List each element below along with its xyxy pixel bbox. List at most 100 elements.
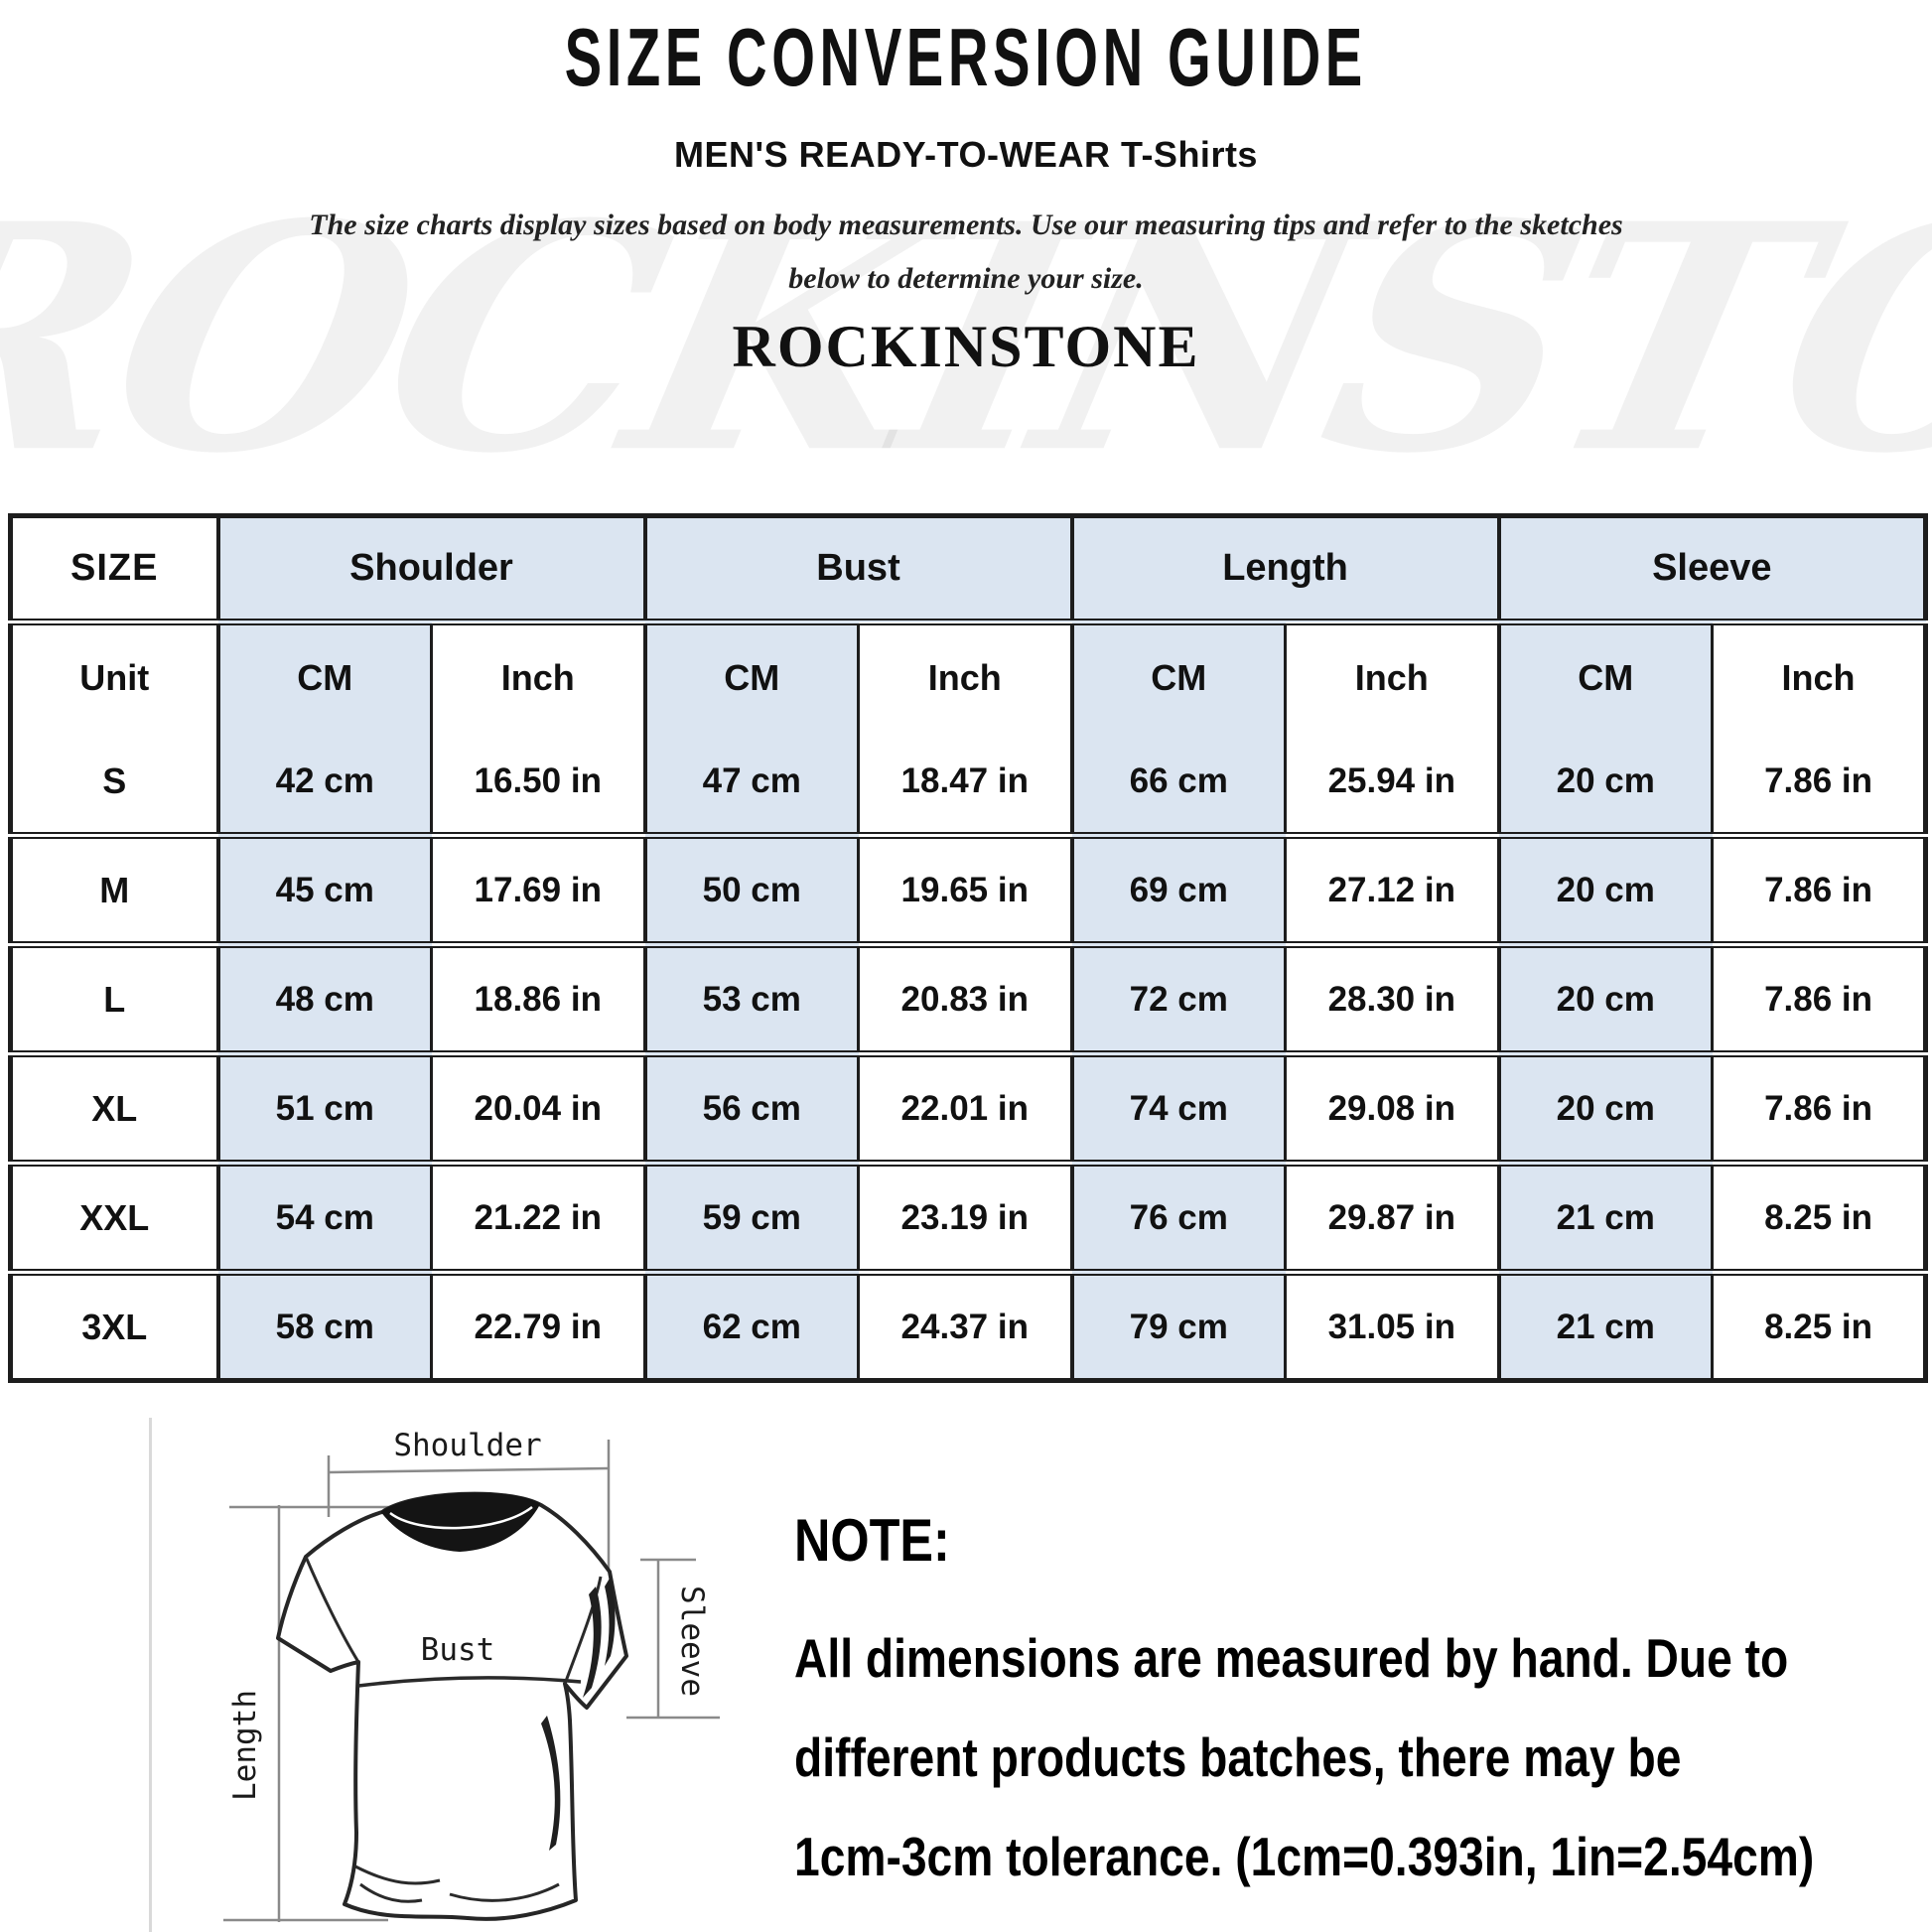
cm-value-cell: 53 cm [642, 944, 859, 1054]
unit-inch-header: Inch [856, 621, 1072, 730]
unit-inch-header: Inch [1711, 621, 1926, 730]
inch-value-cell: 8.25 in [1711, 1163, 1926, 1273]
collar-ribbing [389, 1506, 533, 1530]
cm-value-cell: 56 cm [642, 1053, 859, 1164]
cm-value-cell: 72 cm [1069, 944, 1286, 1054]
group-header-sleeve: Sleeve [1496, 515, 1926, 622]
unit-label: Unit [10, 621, 218, 730]
page-subtitle: MEN'S READY-TO-WEAR T-Shirts [674, 134, 1258, 175]
inch-value-cell: 29.87 in [1284, 1163, 1499, 1273]
description-line-2: below to determine your size. [788, 262, 1144, 295]
cm-value-cell: 20 cm [1496, 1053, 1713, 1164]
inch-value-cell: 25.94 in [1284, 730, 1499, 836]
note-line-2: different products batches, there may be [794, 1726, 1682, 1788]
cm-value-cell: 48 cm [215, 944, 432, 1054]
body-shadow [541, 1716, 561, 1851]
hem-wrinkle-2 [449, 1882, 560, 1902]
inch-value-cell: 23.19 in [856, 1163, 1072, 1273]
cm-value-cell: 50 cm [642, 835, 859, 945]
inch-value-cell: 18.86 in [430, 944, 645, 1054]
brand-name: ROCKINSTONE [732, 314, 1200, 379]
table-group-header-row: SIZE Shoulder Bust Length Sleeve [10, 515, 1926, 622]
tshirt-diagram: Shoulder Bust Length Sleeve [223, 1428, 720, 1922]
inch-value-cell: 16.50 in [430, 730, 645, 836]
sleeve-shadow-2 [605, 1577, 616, 1666]
unit-inch-header: Inch [1284, 621, 1499, 730]
length-label: Length [227, 1690, 263, 1801]
shoulder-dimension-line [328, 1466, 610, 1474]
bust-line [357, 1676, 582, 1688]
inch-value-cell: 31.05 in [1284, 1272, 1499, 1381]
inch-value-cell: 7.86 in [1711, 730, 1926, 836]
sleeve-label: Sleeve [674, 1586, 710, 1697]
table-unit-row: Unit CM Inch CM Inch CM Inch CM Inch [10, 621, 1926, 730]
note-line-1: All dimensions are measured by hand. Due… [794, 1627, 1789, 1689]
page-title: SIZE CONVERSION GUIDE [0, 10, 1932, 103]
cm-value-cell: 20 cm [1496, 835, 1713, 945]
inch-value-cell: 28.30 in [1284, 944, 1499, 1054]
size-chart-description: The size charts display sizes based on b… [172, 199, 1760, 306]
cm-value-cell: 58 cm [215, 1272, 432, 1381]
inch-value-cell: 17.69 in [430, 835, 645, 945]
inch-value-cell: 7.86 in [1711, 944, 1926, 1054]
cm-value-cell: 54 cm [215, 1163, 432, 1273]
inch-value-cell: 19.65 in [856, 835, 1072, 945]
group-header-length: Length [1069, 515, 1499, 622]
cm-value-cell: 45 cm [215, 835, 432, 945]
table-row: XXL 54 cm 21.22 in 59 cm 23.19 in 76 cm 29.87 … [10, 1163, 1926, 1273]
size-label: 3XL [10, 1272, 218, 1381]
tshirt-outline [276, 1491, 628, 1921]
cm-value-cell: 62 cm [642, 1272, 859, 1381]
cm-value-cell: 42 cm [215, 730, 432, 836]
inch-value-cell: 22.01 in [856, 1053, 1072, 1164]
cm-value-cell: 69 cm [1069, 835, 1286, 945]
size-label: L [10, 944, 218, 1054]
bust-label: Bust [421, 1632, 495, 1668]
inch-value-cell: 27.12 in [1284, 835, 1499, 945]
inch-value-cell: 22.79 in [430, 1272, 645, 1381]
shoulder-label: Shoulder [393, 1428, 541, 1463]
inch-value-cell: 29.08 in [1284, 1053, 1499, 1164]
group-header-bust: Bust [642, 515, 1072, 622]
table-row: S 42 cm 16.50 in 47 cm 18.47 in 66 cm 25.94 in… [10, 730, 1926, 836]
cm-value-cell: 51 cm [215, 1053, 432, 1164]
inch-value-cell: 7.86 in [1711, 835, 1926, 945]
description-line-1: The size charts display sizes based on b… [309, 208, 1623, 241]
cm-value-cell: 76 cm [1069, 1163, 1286, 1273]
cm-value-cell: 20 cm [1496, 944, 1713, 1054]
cm-value-cell: 59 cm [642, 1163, 859, 1273]
inch-value-cell: 24.37 in [856, 1272, 1072, 1381]
tshirt-measurement-sketch: Shoulder Bust Length Sleeve [149, 1418, 742, 1932]
size-column-header: SIZE [10, 515, 218, 622]
note-heading: NOTE: [794, 1507, 950, 1574]
inch-value-cell: 8.25 in [1711, 1272, 1926, 1381]
table-row: M 45 cm 17.69 in 50 cm 19.65 in 69 cm 27.12 in… [10, 835, 1926, 945]
cm-value-cell: 66 cm [1069, 730, 1286, 836]
note-section: NOTE: All dimensions are measured by han… [794, 1501, 1912, 1906]
inch-value-cell: 7.86 in [1711, 1053, 1926, 1164]
cm-value-cell: 21 cm [1496, 1272, 1713, 1381]
unit-cm-header: CM [215, 621, 432, 730]
sleeve-shadow-1 [583, 1587, 602, 1698]
size-label: XL [10, 1053, 218, 1164]
collar [380, 1492, 541, 1553]
unit-inch-header: Inch [430, 621, 645, 730]
inch-value-cell: 20.83 in [856, 944, 1072, 1054]
page-title-text: SIZE CONVERSION GUIDE [564, 11, 1368, 104]
table-row: XL 51 cm 20.04 in 56 cm 22.01 in 74 cm 29.08 i… [10, 1053, 1926, 1164]
left-sleeve-seam [304, 1556, 360, 1663]
inch-value-cell: 20.04 in [430, 1053, 645, 1164]
hem-wrinkle-1 [354, 1864, 441, 1885]
hem-wrinkle-3 [359, 1882, 423, 1903]
size-table-body: S 42 cm 16.50 in 47 cm 18.47 in 66 cm 25.94 in… [10, 730, 1926, 1381]
cm-value-cell: 20 cm [1496, 730, 1713, 836]
cm-value-cell: 47 cm [642, 730, 859, 836]
size-label: XXL [10, 1163, 218, 1273]
group-header-shoulder: Shoulder [215, 515, 645, 622]
note-line-3: 1cm-3cm tolerance. (1cm=0.393in, 1in=2.5… [794, 1826, 1815, 1887]
inch-value-cell: 21.22 in [430, 1163, 645, 1273]
size-label: M [10, 835, 218, 945]
cm-value-cell: 74 cm [1069, 1053, 1286, 1164]
cm-value-cell: 21 cm [1496, 1163, 1713, 1273]
